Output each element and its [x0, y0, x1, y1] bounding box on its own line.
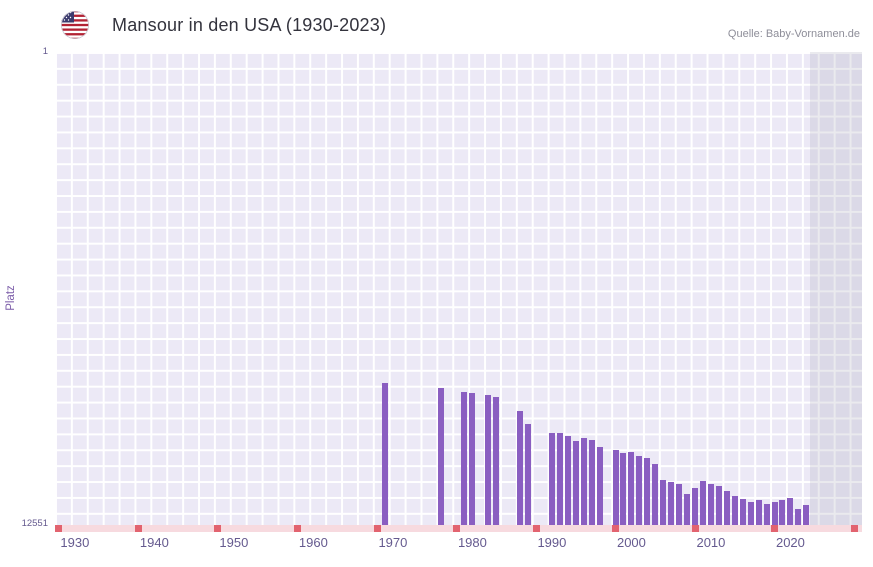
- no-data-marker-1998: [612, 525, 620, 532]
- x-tick-label-1960: 1960: [298, 535, 328, 550]
- no-data-marker-2008: [691, 525, 699, 532]
- bar-1996[interactable]: [596, 446, 603, 525]
- bar-2017[interactable]: [763, 503, 770, 525]
- no-data-marker-1968: [373, 525, 381, 532]
- no-data-marker-2018: [771, 525, 779, 532]
- x-tick-label-1930: 1930: [60, 535, 90, 550]
- bar-1991[interactable]: [556, 433, 563, 525]
- bar-1969[interactable]: [381, 383, 388, 525]
- bar-1987[interactable]: [525, 424, 532, 525]
- plot-area: [55, 52, 862, 525]
- bar-2010[interactable]: [707, 483, 714, 525]
- bar-1999[interactable]: [620, 452, 627, 525]
- us-flag-icon: [60, 10, 90, 40]
- x-tick-label-2020: 2020: [775, 535, 805, 550]
- bar-1992[interactable]: [564, 436, 571, 525]
- no-data-marker-2028: [850, 525, 858, 532]
- y-axis-bottom-label: 12551: [21, 518, 48, 529]
- future-band: [810, 52, 862, 525]
- x-tick-label-1980: 1980: [457, 535, 487, 550]
- no-data-marker-1958: [293, 525, 301, 532]
- bar-1994[interactable]: [580, 438, 587, 525]
- source-link[interactable]: Quelle: Baby-Vornamen.de: [727, 28, 860, 40]
- y-axis-title: Platz: [4, 285, 17, 311]
- no-data-marker-1978: [453, 525, 460, 532]
- bar-1982[interactable]: [485, 395, 492, 525]
- x-tick-label-1970: 1970: [378, 535, 408, 550]
- bar-2002[interactable]: [644, 458, 651, 525]
- bar-2021[interactable]: [795, 509, 802, 525]
- bar-2019[interactable]: [779, 500, 786, 525]
- bar-1998[interactable]: [612, 449, 619, 525]
- no-data-marker-1948: [214, 525, 222, 532]
- bar-2013[interactable]: [731, 495, 738, 525]
- bar-2011[interactable]: [715, 486, 722, 525]
- bar-2014[interactable]: [739, 498, 746, 525]
- no-data-marker-1938: [134, 525, 142, 532]
- bar-1993[interactable]: [572, 441, 579, 525]
- bar-2001[interactable]: [636, 456, 643, 525]
- bar-1986[interactable]: [517, 411, 524, 525]
- no-data-marker-1988: [532, 525, 540, 532]
- bar-1976[interactable]: [437, 388, 444, 525]
- x-tick-label-2010: 2010: [696, 535, 726, 550]
- bar-2008[interactable]: [692, 488, 699, 525]
- bar-2016[interactable]: [755, 500, 762, 525]
- bar-2022[interactable]: [803, 505, 810, 525]
- x-tick-label-1990: 1990: [537, 535, 567, 550]
- no-data-strip: [55, 525, 862, 532]
- no-data-marker-1928: [55, 525, 63, 532]
- bar-2004[interactable]: [660, 480, 667, 525]
- y-axis-top-label: 1: [42, 46, 48, 57]
- bar-1979[interactable]: [461, 392, 468, 525]
- bar-2020[interactable]: [787, 498, 794, 525]
- page-title: Mansour in den USA (1930-2023): [112, 15, 387, 35]
- x-tick-label-2000: 2000: [616, 535, 646, 550]
- bar-1983[interactable]: [493, 397, 500, 525]
- bar-2012[interactable]: [723, 491, 730, 525]
- bar-1990[interactable]: [548, 433, 555, 525]
- bar-2000[interactable]: [628, 451, 635, 525]
- bar-1995[interactable]: [588, 440, 595, 525]
- bar-1980[interactable]: [469, 392, 476, 525]
- bar-2006[interactable]: [676, 483, 683, 525]
- bar-2009[interactable]: [699, 481, 706, 525]
- x-axis-labels: 1930 1940 1950 1960 1970 1980 1990 2000 2010 2020: [55, 535, 862, 553]
- x-tick-label-1940: 1940: [139, 535, 169, 550]
- bar-2018[interactable]: [771, 501, 778, 525]
- x-tick-label-1950: 1950: [219, 535, 249, 550]
- bar-2007[interactable]: [684, 494, 691, 525]
- bar-2003[interactable]: [652, 463, 659, 525]
- bar-2015[interactable]: [747, 501, 754, 525]
- bar-2005[interactable]: [668, 482, 675, 525]
